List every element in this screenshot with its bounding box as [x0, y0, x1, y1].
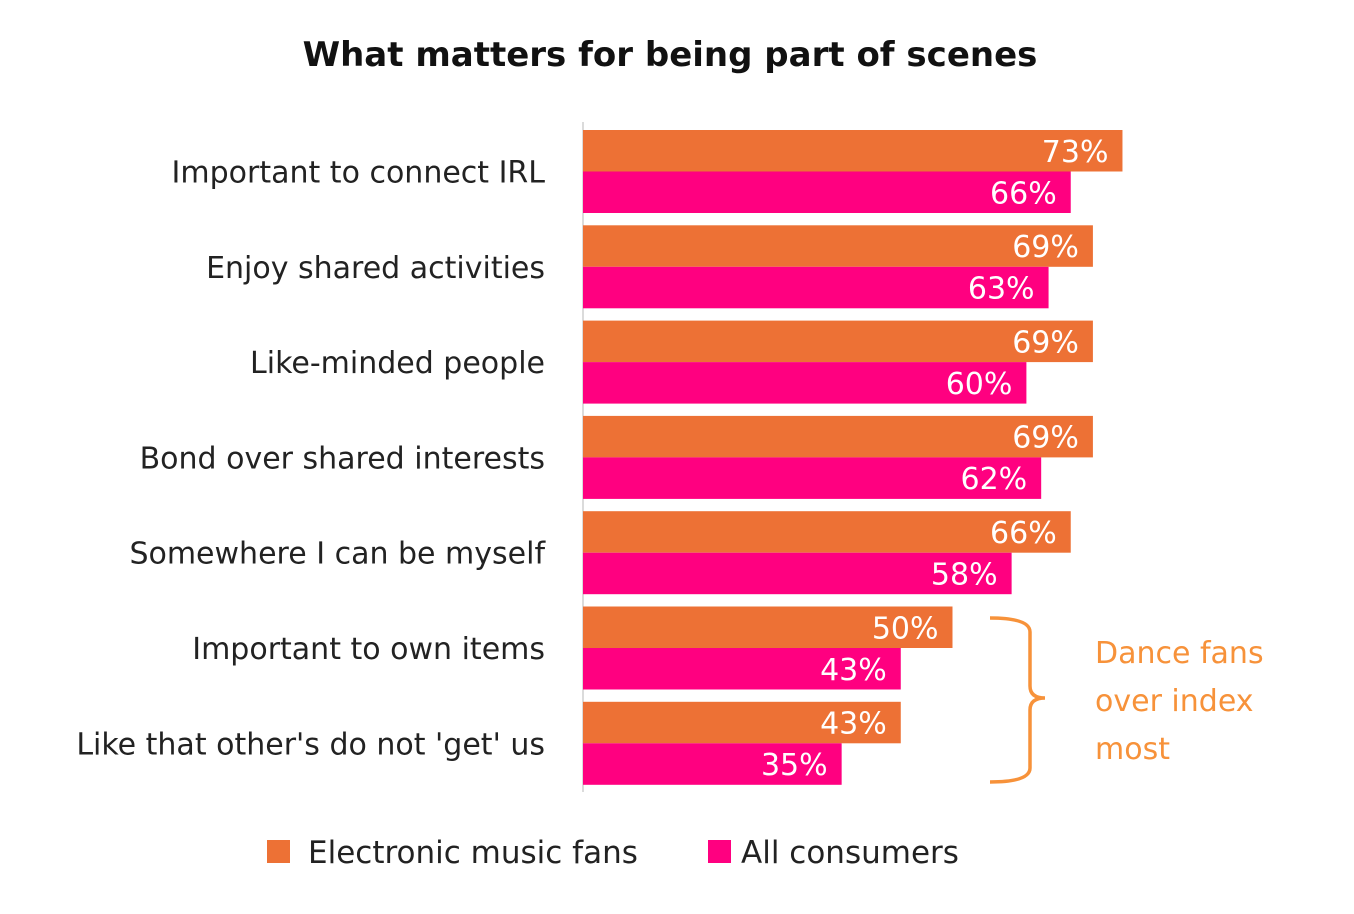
- legend-label: All consumers: [741, 835, 959, 871]
- data-label: 60%: [946, 367, 1013, 402]
- data-label: 43%: [820, 653, 887, 688]
- legend-swatch: [267, 840, 290, 863]
- category-label: Important to connect IRL: [172, 156, 546, 191]
- bracket-icon: [989, 616, 1046, 784]
- data-label: 50%: [872, 611, 939, 646]
- legend-label: Electronic music fans: [308, 835, 638, 871]
- data-label: 35%: [761, 748, 828, 783]
- annotation-text: Dance fans: [1095, 636, 1264, 671]
- data-label: 69%: [1012, 421, 1079, 456]
- bar-electronic-fans: [583, 415, 1093, 458]
- bar-all-consumers: [583, 457, 1042, 499]
- legend-swatch: [708, 840, 731, 863]
- bar-all-consumers: [583, 171, 1071, 213]
- data-label: 62%: [960, 462, 1027, 497]
- bar-all-consumers: [583, 648, 901, 690]
- bar-electronic-fans: [583, 701, 901, 744]
- bar-electronic-fans: [583, 606, 953, 648]
- data-label: 73%: [1042, 135, 1109, 170]
- bar-electronic-fans: [583, 225, 1093, 267]
- bar-electronic-fans: [583, 320, 1093, 363]
- data-label: 58%: [931, 557, 998, 592]
- data-label: 43%: [820, 707, 887, 742]
- category-label: Enjoy shared activities: [206, 251, 545, 286]
- category-label: Like-minded people: [250, 346, 545, 381]
- data-label: 63%: [968, 272, 1035, 307]
- bar-electronic-fans: [583, 511, 1071, 553]
- bar-all-consumers: [583, 266, 1049, 309]
- annotation-text: most: [1095, 732, 1170, 767]
- data-label: 66%: [990, 516, 1057, 551]
- category-label: Like that other's do not 'get' us: [76, 727, 545, 762]
- bar-all-consumers: [583, 552, 1012, 595]
- bar-all-consumers: [583, 362, 1027, 404]
- category-label: Somewhere I can be myself: [129, 537, 546, 572]
- chart-title: What matters for being part of scenes: [303, 35, 1038, 75]
- data-label: 69%: [1012, 325, 1079, 360]
- annotation-text: over index: [1095, 684, 1254, 719]
- bar-all-consumers: [583, 743, 842, 785]
- data-label: 66%: [990, 176, 1057, 211]
- category-label: Important to own items: [192, 632, 545, 667]
- bar-electronic-fans: [583, 130, 1123, 172]
- data-label: 69%: [1012, 230, 1079, 265]
- category-label: Bond over shared interests: [140, 441, 545, 476]
